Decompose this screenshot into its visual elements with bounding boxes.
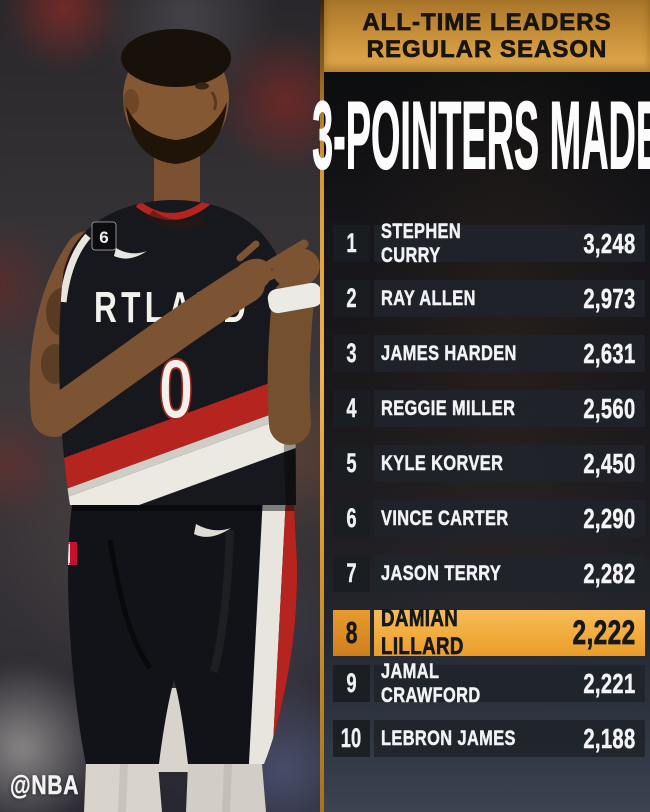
player-shorts — [68, 505, 298, 764]
rank-number: 10 — [341, 723, 362, 753]
banner-line-2: REGULAR SEASON — [366, 36, 608, 64]
player-value: 2,560 — [583, 392, 636, 424]
table-row: 3 JAMES HARDEN 2,631 — [333, 335, 645, 372]
rank-number: 2 — [346, 283, 357, 313]
player-cell: JASON TERRY 2,282 — [374, 555, 645, 592]
player-name: RAY ALLEN — [381, 286, 476, 310]
beard — [126, 102, 227, 164]
strap-patch: 6 — [91, 221, 117, 251]
leaderboard-rows: 1 STEPHEN CURRY 3,248 2 RAY ALLEN 2,973 … — [333, 219, 645, 757]
player-value: 2,450 — [583, 447, 636, 479]
rank-cell: 3 — [333, 335, 370, 372]
rank-number: 4 — [346, 393, 357, 423]
rank-number: 8 — [345, 615, 358, 651]
rank-cell: 10 — [333, 720, 370, 757]
player-value: 2,222 — [572, 613, 636, 652]
player-name: JAMES HARDEN — [381, 341, 517, 365]
rank-cell: 5 — [333, 445, 370, 482]
rank-number: 9 — [346, 668, 357, 698]
player-value: 2,282 — [583, 557, 636, 589]
player-name: JAMAL CRAWFORD — [381, 659, 481, 707]
rank-cell: 7 — [333, 555, 370, 592]
nike-swoosh-shorts — [194, 524, 231, 537]
rank-cell: 2 — [333, 280, 370, 317]
wristband — [267, 282, 320, 314]
player-legs — [84, 764, 266, 812]
table-row: 1 STEPHEN CURRY 3,248 — [333, 219, 645, 267]
table-row: 7 JASON TERRY 2,282 — [333, 555, 645, 592]
player-name: JASON TERRY — [381, 561, 502, 585]
player-value: 2,290 — [583, 502, 636, 534]
rank-number: 1 — [346, 228, 357, 258]
rank-cell: 4 — [333, 390, 370, 427]
nike-swoosh-jersey — [114, 248, 147, 259]
pointing-hand — [37, 239, 309, 435]
title-wrap: 3-POINTERS MADE — [312, 81, 650, 190]
rank-cell: 8 — [333, 610, 370, 656]
ear — [123, 89, 139, 115]
rank-number: 6 — [346, 503, 357, 533]
table-row: 9 JAMAL CRAWFORD 2,221 — [333, 659, 645, 707]
player-value: 2,631 — [583, 337, 636, 369]
table-row: 2 RAY ALLEN 2,973 — [333, 280, 645, 317]
rank-number: 5 — [346, 448, 357, 478]
nba-logo-patch — [68, 542, 77, 565]
rank-cell: 9 — [333, 665, 370, 702]
table-row: 5 KYLE KORVER 2,450 — [333, 445, 645, 482]
table-row: 6 VINCE CARTER 2,290 — [333, 500, 645, 537]
player-value: 3,248 — [583, 227, 636, 259]
player-cell: KYLE KORVER 2,450 — [374, 445, 645, 482]
table-row-highlighted: 8 DAMIAN LILLARD 2,222 — [333, 605, 645, 660]
player-cell: DAMIAN LILLARD 2,222 — [374, 605, 645, 660]
jersey-neck-trim — [135, 199, 211, 220]
rank-number: 3 — [346, 338, 357, 368]
player-name: KYLE KORVER — [381, 451, 504, 475]
shorts-white-stripe — [248, 505, 286, 764]
player-cell: VINCE CARTER 2,290 — [374, 500, 645, 537]
table-row: 4 REGGIE MILLER 2,560 — [333, 390, 645, 427]
player-cell: REGGIE MILLER 2,560 — [374, 390, 645, 427]
player-photo: 6 RTLAND 0 — [0, 0, 320, 812]
player-cell: RAY ALLEN 2,973 — [374, 280, 645, 317]
player-cell: JAMES HARDEN 2,631 — [374, 335, 645, 372]
player-value: 2,221 — [583, 667, 636, 699]
rank-number: 7 — [346, 558, 357, 588]
hair — [121, 29, 231, 87]
banner-line-1: ALL-TIME LEADERS — [362, 8, 612, 37]
player-name: LEBRON JAMES — [381, 726, 516, 750]
player-name: STEPHEN CURRY — [381, 219, 462, 267]
gold-divider-line — [320, 0, 324, 812]
header-banner: ALL-TIME LEADERS REGULAR SEASON — [324, 0, 650, 72]
player-illustration: 6 RTLAND 0 — [29, 29, 320, 812]
player-head — [121, 29, 231, 164]
player-name: REGGIE MILLER — [381, 396, 516, 420]
shorts-red-stripe — [271, 505, 298, 764]
player-value: 2,188 — [583, 722, 636, 754]
rank-cell: 1 — [333, 225, 370, 262]
leaderboard-panel: ALL-TIME LEADERS REGULAR SEASON 3-POINTE… — [312, 0, 650, 812]
nba-watermark: @NBA — [10, 770, 80, 801]
player-name: VINCE CARTER — [381, 506, 509, 530]
player-cell: JAMAL CRAWFORD 2,221 — [374, 659, 645, 707]
rank-cell: 6 — [333, 500, 370, 537]
player-cell: STEPHEN CURRY 3,248 — [374, 219, 645, 267]
player-left-arm — [267, 247, 320, 445]
player-cell: LEBRON JAMES 2,188 — [374, 720, 645, 757]
table-row: 10 LEBRON JAMES 2,188 — [333, 720, 645, 757]
player-value: 2,973 — [583, 282, 636, 314]
page-title: 3-POINTERS MADE — [312, 81, 650, 190]
player-name: DAMIAN LILLARD — [381, 605, 464, 661]
strap-number: 6 — [99, 228, 108, 247]
